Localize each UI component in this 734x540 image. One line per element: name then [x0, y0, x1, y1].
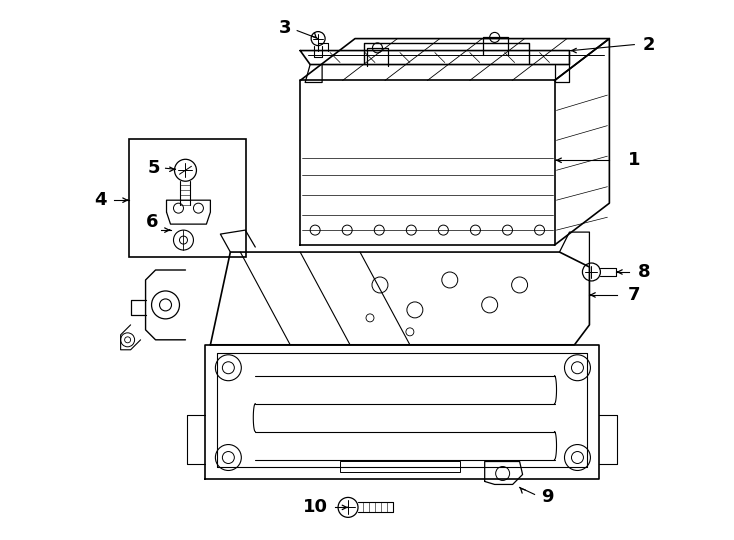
Text: 2: 2: [643, 36, 655, 53]
Text: 4: 4: [95, 191, 107, 209]
Text: 7: 7: [628, 286, 641, 304]
Bar: [128, 139, 247, 257]
Text: 6: 6: [146, 213, 159, 231]
Text: 5: 5: [148, 159, 160, 177]
Text: 10: 10: [302, 498, 327, 516]
Text: 3: 3: [279, 18, 291, 37]
Bar: [340, 461, 459, 472]
Text: 8: 8: [638, 263, 650, 281]
Text: 9: 9: [541, 488, 553, 507]
Text: 1: 1: [628, 151, 641, 169]
